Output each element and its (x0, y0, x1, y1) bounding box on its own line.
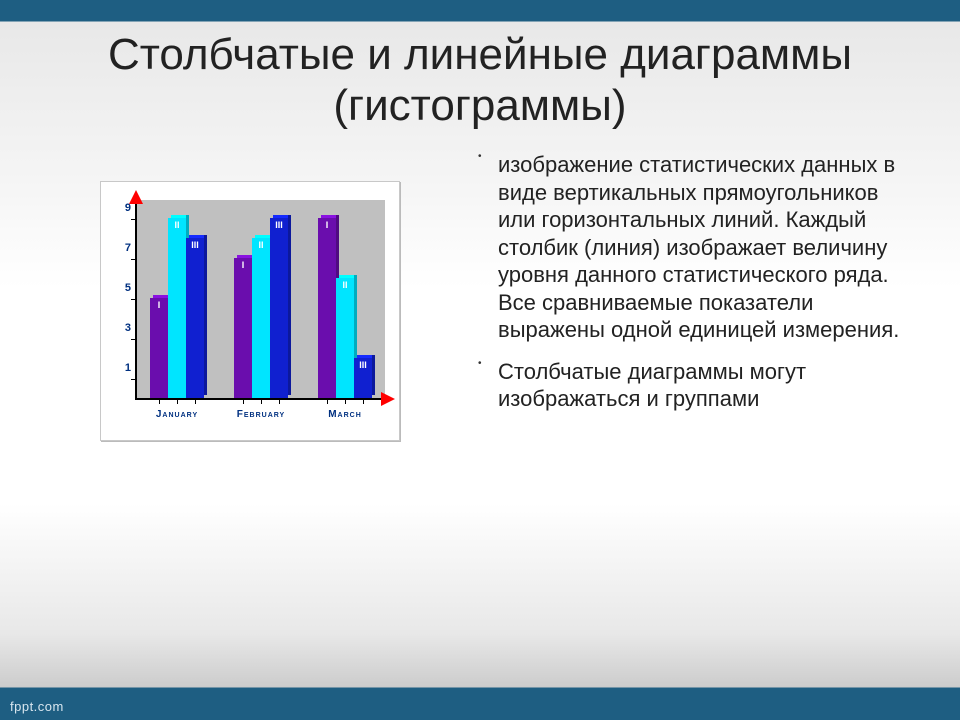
slide: Столбчатые и линейные диаграммы (гистогр… (0, 0, 960, 720)
xtick (363, 400, 364, 404)
bar-series-label: II (168, 220, 186, 230)
plot-area: 13579IIIIIIJanuaryIIIIIIFebruaryIIIIIIMa… (135, 200, 385, 400)
bar-series-label: I (150, 300, 168, 310)
bar-chart: 13579IIIIIIJanuaryIIIIIIFebruaryIIIIIIMa… (100, 181, 400, 441)
ytick (131, 259, 135, 260)
ytick-label: 1 (113, 362, 131, 374)
bullet-item: Столбчатые диаграммы могут изображаться … (470, 358, 910, 413)
xtick (177, 400, 178, 404)
bar: III (186, 238, 204, 398)
ytick-label: 7 (113, 242, 131, 254)
ytick-label: 3 (113, 322, 131, 334)
xtick (261, 400, 262, 404)
footer-credit: fppt.com (10, 699, 64, 714)
bar-series-label: I (318, 220, 336, 230)
xtick (279, 400, 280, 404)
text-column: изображение статистических данных в виде… (460, 151, 920, 441)
bar-series-label: III (270, 220, 288, 230)
bar: III (354, 358, 372, 398)
bar-series-label: III (354, 360, 372, 370)
xtick (195, 400, 196, 404)
ytick (131, 219, 135, 220)
x-group-label: March (328, 409, 362, 420)
bar: II (168, 218, 186, 398)
bar-series-label: I (234, 260, 252, 270)
bar-series-label: II (336, 280, 354, 290)
slide-title: Столбчатые и линейные диаграммы (гистогр… (0, 0, 960, 131)
xtick (159, 400, 160, 404)
xtick (243, 400, 244, 404)
bar: I (150, 298, 168, 398)
bullet-item: изображение статистических данных в виде… (470, 151, 910, 344)
bar: II (336, 278, 354, 398)
bar: I (318, 218, 336, 398)
bar-series-label: II (252, 240, 270, 250)
bar: I (234, 258, 252, 398)
y-axis (135, 200, 137, 400)
x-axis-arrow-icon (381, 392, 395, 406)
ytick-label: 5 (113, 282, 131, 294)
ytick-label: 9 (113, 202, 131, 214)
bar: II (252, 238, 270, 398)
xtick (345, 400, 346, 404)
ytick (131, 339, 135, 340)
bar-series-label: III (186, 240, 204, 250)
bar: III (270, 218, 288, 398)
ytick (131, 379, 135, 380)
bullet-list: изображение статистических данных в виде… (470, 151, 910, 413)
content-row: 13579IIIIIIJanuaryIIIIIIFebruaryIIIIIIMa… (0, 131, 960, 441)
ytick (131, 299, 135, 300)
chart-column: 13579IIIIIIJanuaryIIIIIIFebruaryIIIIIIMa… (40, 151, 460, 441)
x-group-label: January (156, 409, 198, 420)
xtick (327, 400, 328, 404)
y-axis-arrow-icon (129, 190, 143, 204)
x-axis (135, 398, 385, 400)
x-group-label: February (237, 409, 285, 420)
